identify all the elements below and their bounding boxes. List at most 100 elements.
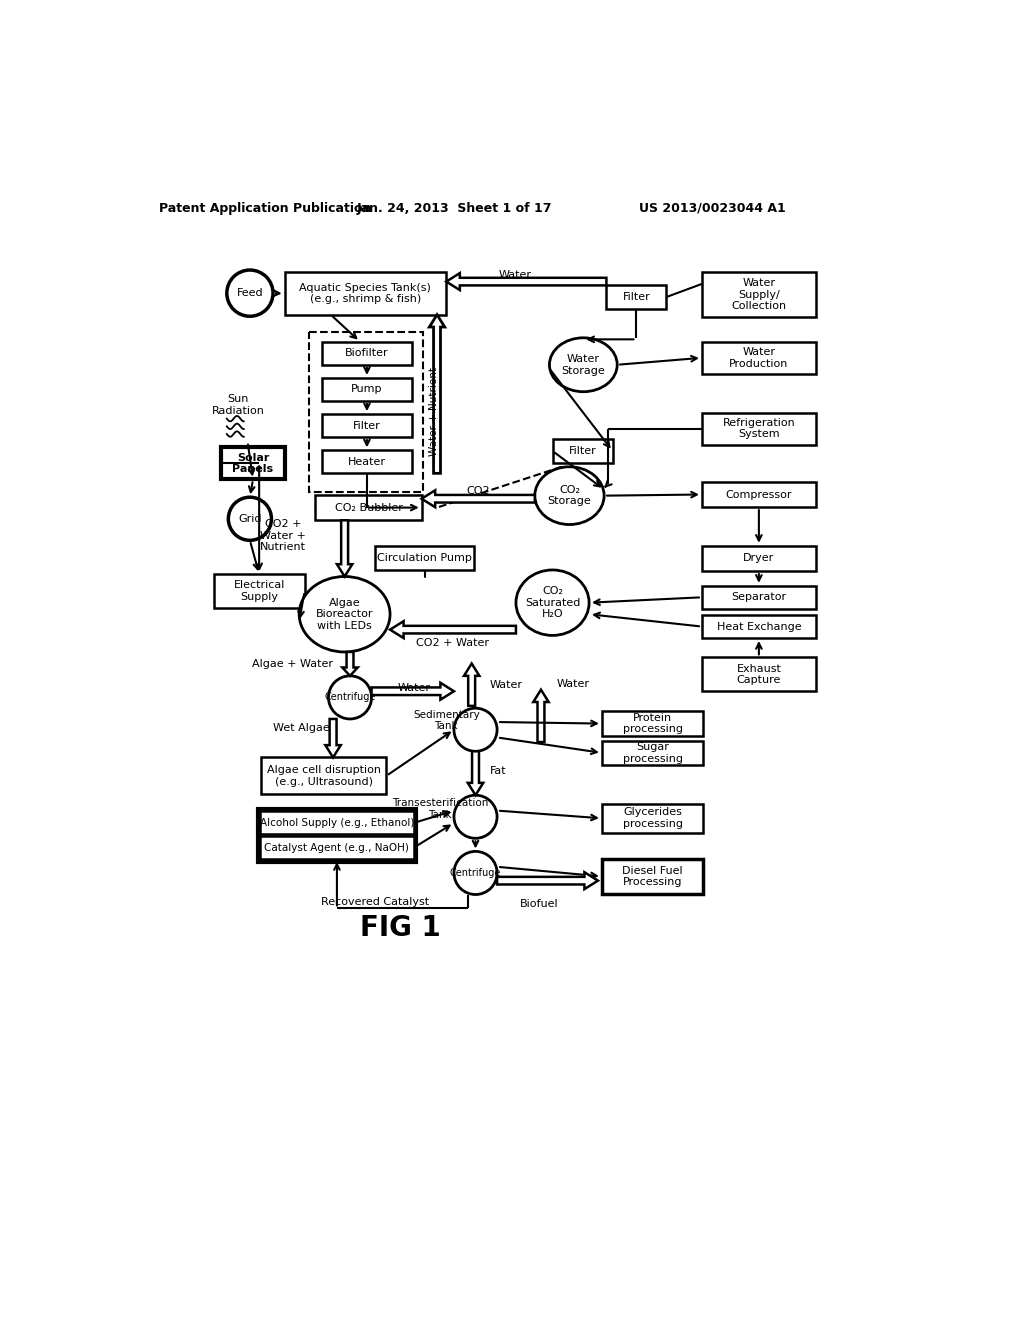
Text: Algae
Bioreactor
with LEDs: Algae Bioreactor with LEDs [315,598,374,631]
Text: Water: Water [489,680,522,690]
Text: Dryer: Dryer [743,553,774,564]
FancyBboxPatch shape [553,440,612,462]
Text: Fat: Fat [489,766,506,776]
Text: Filter: Filter [623,292,650,302]
Text: CO₂
Storage: CO₂ Storage [548,484,591,507]
FancyBboxPatch shape [701,657,816,692]
Text: US 2013/0023044 A1: US 2013/0023044 A1 [639,202,785,215]
Polygon shape [429,314,444,474]
Text: Water: Water [556,678,590,689]
FancyBboxPatch shape [606,285,667,309]
Text: Filter: Filter [353,421,381,430]
Circle shape [454,851,497,895]
Polygon shape [446,273,606,290]
FancyBboxPatch shape [701,615,816,638]
Text: Water + Nutrient: Water + Nutrient [429,367,439,457]
Text: Algae + Water: Algae + Water [252,659,333,669]
Polygon shape [422,490,535,507]
FancyBboxPatch shape [701,342,816,374]
FancyBboxPatch shape [322,342,413,364]
Text: CO2: CO2 [466,486,490,496]
Text: Patent Application Publication: Patent Application Publication [159,202,372,215]
FancyBboxPatch shape [214,574,304,609]
Polygon shape [468,751,483,795]
Text: Aquatic Species Tank(s)
(e.g., shrimp & fish): Aquatic Species Tank(s) (e.g., shrimp & … [299,282,431,305]
Text: Transesterification
Tank: Transesterification Tank [392,799,488,820]
Ellipse shape [516,570,589,635]
Polygon shape [534,689,549,742]
Text: Biofuel: Biofuel [520,899,559,908]
Text: Water
Production: Water Production [729,347,788,368]
Text: CO₂
Saturated
H₂O: CO₂ Saturated H₂O [525,586,581,619]
Text: Sedimentary
Tank: Sedimentary Tank [413,710,479,731]
FancyBboxPatch shape [602,711,703,737]
Text: Centrifuge: Centrifuge [450,869,501,878]
Text: Solar
Panels: Solar Panels [232,453,273,474]
FancyBboxPatch shape [701,545,816,572]
Text: Separator: Separator [731,593,786,602]
FancyBboxPatch shape [322,450,413,474]
Text: Wet Algae: Wet Algae [273,723,330,733]
Text: Pump: Pump [351,384,383,395]
Text: Exhaust
Capture: Exhaust Capture [736,664,781,685]
Circle shape [454,795,497,838]
Polygon shape [464,664,479,706]
Text: CO2 + Water: CO2 + Water [417,639,489,648]
Polygon shape [342,652,357,676]
Text: Water: Water [499,271,532,280]
Text: Sugar
processing: Sugar processing [623,742,683,764]
Text: Heater: Heater [348,457,386,467]
Polygon shape [497,873,598,890]
Text: Compressor: Compressor [726,490,793,499]
Text: Glycerides
processing: Glycerides processing [623,808,683,829]
Text: Alcohol Supply (e.g., Ethanol): Alcohol Supply (e.g., Ethanol) [260,818,414,828]
Text: Centrifuge: Centrifuge [325,693,376,702]
Text: Grid: Grid [239,513,262,524]
Text: Algae cell disruption
(e.g., Ultrasound): Algae cell disruption (e.g., Ultrasound) [267,766,381,787]
FancyBboxPatch shape [376,545,474,570]
FancyBboxPatch shape [261,758,386,795]
Text: Water: Water [397,684,430,693]
Text: FIG 1: FIG 1 [359,915,440,942]
FancyBboxPatch shape [322,414,413,437]
Text: Diesel Fuel
Processing: Diesel Fuel Processing [623,866,683,887]
Circle shape [329,676,372,719]
FancyBboxPatch shape [701,272,816,317]
Ellipse shape [550,338,617,392]
FancyBboxPatch shape [701,412,816,445]
Text: Filter: Filter [568,446,596,455]
FancyBboxPatch shape [315,495,422,520]
Circle shape [454,708,497,751]
FancyBboxPatch shape [602,804,703,833]
FancyBboxPatch shape [260,812,414,834]
Text: Jan. 24, 2013  Sheet 1 of 17: Jan. 24, 2013 Sheet 1 of 17 [356,202,552,215]
Text: Water
Storage: Water Storage [561,354,605,376]
Text: CO₂ Bubbler: CO₂ Bubbler [335,503,402,512]
FancyBboxPatch shape [221,447,285,479]
Ellipse shape [299,577,390,652]
Polygon shape [326,719,341,758]
Text: Water
Supply/
Collection: Water Supply/ Collection [731,279,786,312]
Text: Heat Exchange: Heat Exchange [717,622,801,631]
Circle shape [226,271,273,317]
Polygon shape [337,520,352,577]
FancyBboxPatch shape [285,272,446,314]
FancyBboxPatch shape [602,741,703,766]
Text: Recovered Catalyst: Recovered Catalyst [322,898,429,907]
Text: Biofilter: Biofilter [345,348,389,358]
FancyBboxPatch shape [701,586,816,609]
Text: CO2 +
Water +
Nutrient: CO2 + Water + Nutrient [260,519,306,552]
Circle shape [228,498,271,540]
Text: Electrical
Supply: Electrical Supply [233,581,285,602]
FancyBboxPatch shape [322,378,413,401]
Ellipse shape [535,467,604,524]
FancyBboxPatch shape [602,859,703,894]
FancyBboxPatch shape [260,836,414,859]
Polygon shape [372,682,454,700]
Text: Sun
Radiation: Sun Radiation [212,393,265,416]
FancyBboxPatch shape [701,482,816,507]
Text: Catalyst Agent (e.g., NaOH): Catalyst Agent (e.g., NaOH) [264,842,410,853]
Polygon shape [390,622,516,638]
Text: Protein
processing: Protein processing [623,713,683,734]
Text: Feed: Feed [237,288,263,298]
